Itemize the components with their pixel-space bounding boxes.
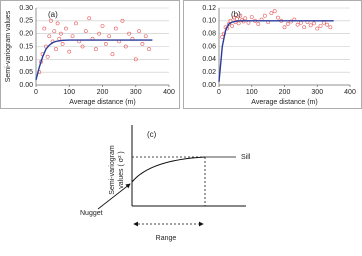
point — [67, 49, 72, 54]
point — [123, 44, 128, 49]
panel-a-frame — [0, 0, 180, 109]
x-tick-label: 100 — [63, 89, 75, 96]
point — [133, 57, 138, 62]
panel-label: (a) — [48, 10, 58, 19]
x-tick-label: 300 — [130, 89, 142, 96]
x-tick-label: 0 — [34, 89, 38, 96]
point — [308, 23, 313, 28]
point — [42, 26, 47, 31]
diagram: (c) Sill Range Nugget Semi-variogram val… — [80, 125, 251, 242]
point — [113, 26, 118, 31]
nugget-arrow — [97, 183, 131, 210]
point — [318, 24, 323, 28]
y-tick-label: 0.00 — [19, 82, 33, 89]
x-tick-label: 200 — [279, 89, 291, 96]
point — [315, 26, 320, 31]
point — [312, 21, 316, 26]
point — [328, 25, 333, 30]
point — [249, 15, 254, 19]
point — [236, 21, 241, 26]
point — [57, 36, 62, 41]
point — [298, 20, 303, 25]
point — [262, 13, 267, 18]
point — [55, 21, 60, 26]
point — [276, 15, 280, 20]
point — [325, 22, 329, 27]
point — [80, 44, 85, 49]
point — [70, 34, 75, 39]
y-tick-label: 0.06 — [202, 43, 216, 50]
point — [97, 31, 102, 36]
y-tick-label: 0.10 — [19, 56, 33, 63]
y-tick-label: 0.00 — [202, 82, 216, 89]
point — [137, 29, 141, 34]
point — [52, 29, 57, 34]
x-tick-label: 400 — [344, 89, 356, 96]
variogram-curve — [131, 156, 206, 183]
point — [64, 26, 68, 31]
diagram-y-label: Semi-variogram — [109, 145, 116, 195]
y-tick-label: 0.20 — [19, 31, 33, 38]
point — [47, 34, 52, 39]
point — [321, 20, 326, 25]
x-tick-label: 200 — [97, 89, 109, 96]
fit-line — [218, 20, 334, 82]
point — [45, 54, 50, 59]
point — [59, 31, 63, 36]
point — [87, 16, 92, 21]
point — [269, 11, 274, 16]
point — [49, 18, 53, 23]
point — [127, 31, 132, 36]
y-tick-label: 0.25 — [19, 18, 33, 25]
point — [93, 47, 98, 51]
point — [302, 25, 307, 30]
point — [238, 13, 243, 18]
point — [60, 42, 65, 46]
point — [120, 18, 125, 23]
point — [74, 21, 78, 26]
point — [256, 22, 261, 26]
y-tick-label: 0.02 — [202, 69, 216, 76]
point — [226, 22, 231, 26]
x-tick-label: 0 — [217, 89, 221, 96]
point — [295, 22, 300, 27]
y-tick-label: 0.15 — [19, 43, 33, 50]
x-axis-label: Average distance (m) — [69, 99, 135, 106]
point — [140, 42, 145, 46]
panel-label: (b) — [231, 10, 241, 19]
y-axis-label: Semi-variogram values — [5, 10, 12, 82]
nugget-label: Nugget — [80, 210, 103, 217]
y-tick-label: 0.08 — [202, 31, 216, 38]
point — [272, 9, 277, 14]
point — [103, 42, 108, 46]
point — [282, 25, 287, 30]
point — [147, 47, 151, 51]
sill-label: Sill — [241, 154, 251, 161]
y-tick-label: 0.30 — [19, 5, 33, 12]
point — [285, 22, 290, 26]
point — [243, 16, 248, 21]
point — [107, 34, 112, 39]
point — [230, 24, 235, 28]
y-tick-label: 0.05 — [19, 69, 33, 76]
fit-line — [35, 39, 153, 81]
point — [231, 15, 236, 20]
x-tick-label: 300 — [311, 89, 323, 96]
range-label: Range — [156, 235, 177, 242]
point — [143, 34, 148, 39]
point — [54, 47, 58, 51]
point — [110, 52, 115, 57]
y-tick-label: 0.12 — [202, 5, 216, 12]
y-tick-label: 0.04 — [202, 56, 216, 63]
point — [100, 24, 105, 28]
x-tick-label: 400 — [163, 89, 175, 96]
point — [83, 29, 88, 34]
y-tick-label: 0.10 — [202, 18, 216, 25]
diagram-label: (c) — [147, 130, 157, 139]
point — [246, 20, 251, 25]
x-axis-label: Average distance (m) — [251, 99, 317, 106]
x-tick-label: 100 — [246, 89, 258, 96]
diagram-y-label: values ( σ² ) — [118, 151, 125, 188]
